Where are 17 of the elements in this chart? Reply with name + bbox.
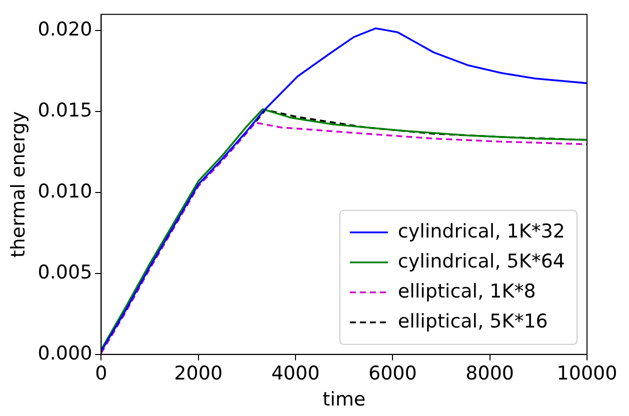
x-tick-label: 0 — [95, 362, 108, 385]
y-tick-label: 0.005 — [38, 261, 92, 284]
x-tick-label: 10000 — [556, 362, 618, 385]
legend-label: elliptical, 1K*8 — [398, 280, 536, 302]
y-axis-title: thermal energy — [7, 111, 30, 258]
x-axis-title: time — [322, 388, 366, 411]
legend-label: cylindrical, 1K*32 — [398, 220, 566, 242]
legend-label: elliptical, 5K*16 — [398, 310, 548, 332]
y-tick-label: 0.020 — [38, 18, 92, 41]
x-tick-label: 6000 — [368, 362, 417, 385]
y-tick-label: 0.015 — [38, 99, 92, 122]
y-tick-label: 0.000 — [38, 342, 92, 364]
legend-label: cylindrical, 5K*64 — [398, 250, 566, 272]
y-tick-label: 0.010 — [38, 180, 92, 202]
x-tick-label: 4000 — [271, 362, 320, 385]
x-tick-label: 2000 — [174, 362, 223, 385]
x-tick-label: 8000 — [466, 362, 514, 385]
